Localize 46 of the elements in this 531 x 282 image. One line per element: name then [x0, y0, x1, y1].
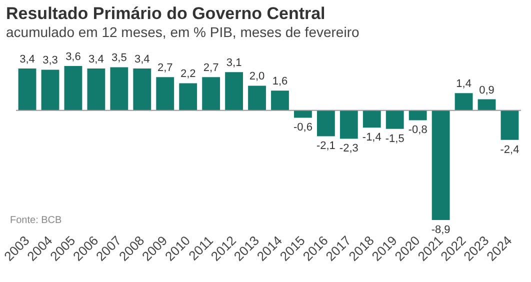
- bar: [202, 77, 220, 110]
- bar: [18, 68, 36, 110]
- bar: [478, 99, 496, 110]
- bar: [41, 70, 60, 110]
- data-label: -1,5: [385, 132, 404, 145]
- bar: [454, 93, 473, 110]
- bar: [225, 72, 243, 110]
- bar: [271, 90, 289, 110]
- data-label: 3,4: [88, 53, 104, 66]
- data-label: -0,8: [408, 124, 428, 136]
- bar: [500, 110, 519, 140]
- bar: [432, 110, 450, 220]
- data-label: -2,4: [500, 144, 520, 156]
- data-label: -8,9: [431, 224, 450, 236]
- bar: [248, 86, 266, 110]
- data-label: 1,4: [456, 78, 472, 90]
- data-label: 1,6: [272, 76, 288, 88]
- data-label: 3,3: [42, 54, 58, 67]
- data-label: 2,0: [249, 70, 265, 83]
- data-label: 3,6: [66, 51, 81, 63]
- data-label: 3,4: [20, 53, 35, 66]
- chart-title: Resultado Primário do Governo Central: [6, 4, 326, 23]
- bar: [133, 68, 152, 110]
- bar: [340, 110, 358, 139]
- data-label: 2,2: [180, 68, 196, 80]
- data-label: -1,4: [362, 132, 382, 144]
- annotation: Fonte: BCB: [10, 215, 62, 226]
- data-label: 2,7: [157, 62, 173, 74]
- chart-subtitle: acumulado em 12 meses, em % PIB, meses de fevereiro: [6, 24, 360, 40]
- data-label: 3,5: [112, 52, 127, 64]
- bar: [156, 77, 174, 110]
- data-label: -2,3: [339, 142, 358, 155]
- data-label: 3,4: [134, 53, 150, 66]
- data-label: -0,6: [293, 122, 312, 134]
- data-label: 2,7: [203, 62, 219, 74]
- bar: [362, 110, 381, 128]
- bar: [386, 110, 404, 129]
- bar: [408, 110, 427, 120]
- bar: [87, 68, 106, 110]
- bar: [64, 66, 82, 110]
- data-label: -2,1: [316, 140, 336, 152]
- bar: [179, 83, 198, 110]
- bar: [110, 67, 128, 110]
- data-label: 0,9: [479, 84, 494, 96]
- bar: [316, 110, 335, 136]
- data-label: 3,1: [226, 57, 242, 70]
